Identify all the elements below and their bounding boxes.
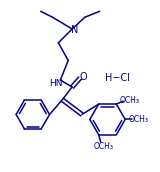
Text: HN: HN — [49, 79, 62, 88]
Text: N: N — [71, 25, 79, 35]
Text: OCH₃: OCH₃ — [129, 115, 149, 124]
Text: OCH₃: OCH₃ — [120, 96, 140, 105]
Text: H−Cl: H−Cl — [105, 73, 130, 83]
Text: O: O — [79, 72, 87, 82]
Text: OCH₃: OCH₃ — [94, 142, 114, 151]
